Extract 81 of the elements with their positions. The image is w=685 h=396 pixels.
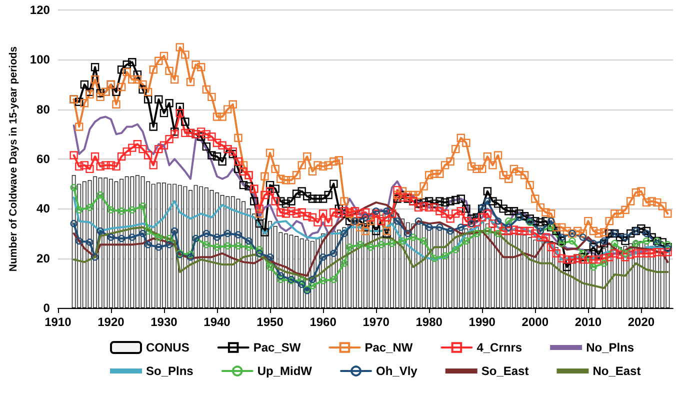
y-tick-label: 0	[43, 301, 50, 315]
point	[298, 277, 306, 284]
legend-label: Pac_SW	[253, 340, 302, 354]
point	[558, 240, 566, 248]
y-axis-title: Number of Coldwave Days in 15-year periods	[8, 46, 20, 272]
point	[118, 208, 126, 215]
point	[186, 251, 194, 258]
point	[590, 263, 598, 271]
point	[166, 234, 173, 242]
point	[202, 241, 210, 248]
point	[441, 252, 449, 260]
point	[256, 246, 264, 254]
point	[378, 241, 385, 248]
x-tick-label: 1940	[204, 315, 231, 329]
point	[462, 237, 470, 245]
legend-label: 4_Crnrs	[476, 340, 522, 354]
point	[611, 240, 618, 248]
x-tick-label: 2020	[628, 315, 655, 329]
y-tick-label: 40	[36, 202, 50, 216]
point	[213, 244, 221, 251]
legend-label: Pac_NW	[364, 340, 414, 354]
point	[128, 206, 136, 214]
x-tick-label: 1950	[256, 315, 284, 329]
legend-label: No_Plns	[586, 340, 634, 354]
point	[473, 230, 480, 238]
x-tick-label: 1980	[416, 315, 443, 329]
point	[568, 237, 576, 245]
x-tick-label: 1920	[98, 315, 125, 329]
point	[579, 250, 586, 257]
x-tick-label: 1910	[44, 315, 72, 329]
x-tick-label: 2010	[574, 315, 602, 329]
legend-label: No_East	[592, 364, 641, 378]
point	[234, 242, 242, 250]
point	[107, 206, 115, 214]
point	[139, 202, 146, 210]
x-tick-label: 1990	[468, 315, 496, 329]
point	[86, 204, 94, 212]
point	[155, 234, 162, 241]
point	[346, 244, 354, 251]
point	[245, 244, 252, 251]
point	[266, 263, 274, 271]
line-series	[72, 226, 669, 290]
point	[622, 250, 629, 257]
x-tick-label: 1930	[150, 315, 178, 329]
point	[642, 237, 650, 245]
point	[600, 260, 608, 267]
point	[398, 237, 406, 245]
point	[367, 244, 374, 251]
point	[308, 282, 316, 290]
legend-label: CONUS	[146, 340, 190, 354]
point	[330, 276, 338, 284]
point	[224, 242, 232, 250]
point	[494, 230, 502, 238]
y-tick-label: 120	[30, 3, 50, 17]
point	[76, 206, 83, 214]
y-tick-label: 20	[36, 251, 50, 266]
point	[452, 246, 460, 254]
point	[505, 217, 512, 225]
point	[96, 191, 104, 199]
line-series	[72, 201, 669, 277]
x-tick-label: 2000	[522, 315, 549, 329]
point	[484, 227, 492, 235]
point	[410, 234, 417, 241]
legend-label: Up_MidW	[257, 364, 313, 378]
y-tick-label: 100	[30, 52, 50, 67]
legend-label: Oh_Vly	[376, 364, 418, 378]
point	[420, 237, 428, 245]
x-tick-label: 1960	[310, 315, 337, 329]
point	[388, 240, 396, 248]
point	[319, 277, 327, 284]
y-tick-label: 60	[36, 152, 50, 166]
legend-label: So_East	[481, 364, 529, 378]
x-tick-label: 1970	[362, 315, 390, 329]
point	[430, 254, 438, 262]
point	[632, 240, 640, 248]
point	[144, 227, 152, 235]
point	[340, 260, 348, 267]
y-tick-label: 80	[36, 102, 50, 116]
point	[356, 241, 364, 248]
point	[277, 276, 284, 284]
legend-label: So_Plns	[146, 364, 194, 378]
